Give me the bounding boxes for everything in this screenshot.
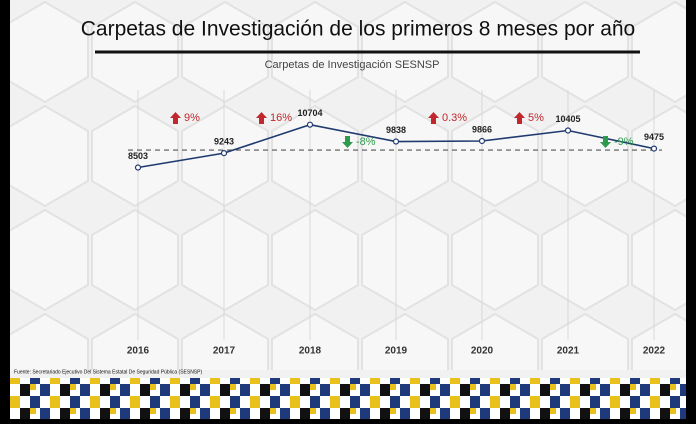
value-label: 9838 (386, 125, 406, 135)
data-point (134, 164, 142, 171)
change-annotation: 9% (184, 112, 200, 124)
value-label: 8503 (128, 151, 148, 161)
arrow-up-icon (428, 112, 439, 124)
x-tick-label: 2018 (299, 346, 322, 357)
hex-background (10, 0, 686, 370)
source-note: Fuente: Secretariado Ejecutivo Del Siste… (14, 369, 202, 375)
data-point (564, 127, 572, 134)
value-label: 9243 (214, 136, 234, 146)
change-annotation: 16% (270, 112, 292, 124)
chart-title: Carpetas de Investigación de los primero… (81, 18, 635, 41)
x-tick-label: 2019 (385, 346, 408, 357)
change-annotation: -8% (356, 136, 376, 148)
arrow-up-icon (514, 112, 525, 124)
x-tick-label: 2021 (557, 346, 580, 357)
data-point (650, 145, 658, 152)
x-tick-label: 2016 (127, 346, 150, 357)
data-point (220, 150, 228, 157)
arrow-down-icon (342, 136, 353, 148)
value-label: 9866 (472, 124, 492, 134)
data-point (392, 138, 400, 145)
chart-subtitle: Carpetas de Investigación SESNSP (265, 59, 440, 71)
x-tick-label: 2020 (471, 346, 494, 357)
arrow-down-icon (600, 136, 611, 148)
arrow-up-icon (256, 112, 267, 124)
change-annotation: -9% (614, 136, 634, 148)
change-annotation: 0.3% (442, 112, 467, 124)
arrow-up-icon (170, 112, 181, 124)
x-tick-label: 2022 (643, 346, 666, 357)
value-label: 10405 (555, 114, 580, 124)
change-annotation: 5% (528, 112, 544, 124)
value-label: 9475 (644, 132, 664, 142)
value-label: 10704 (297, 108, 322, 118)
data-point (478, 137, 486, 145)
checker-strip (10, 378, 686, 419)
x-tick-label: 2017 (213, 346, 236, 357)
data-point (306, 121, 314, 128)
